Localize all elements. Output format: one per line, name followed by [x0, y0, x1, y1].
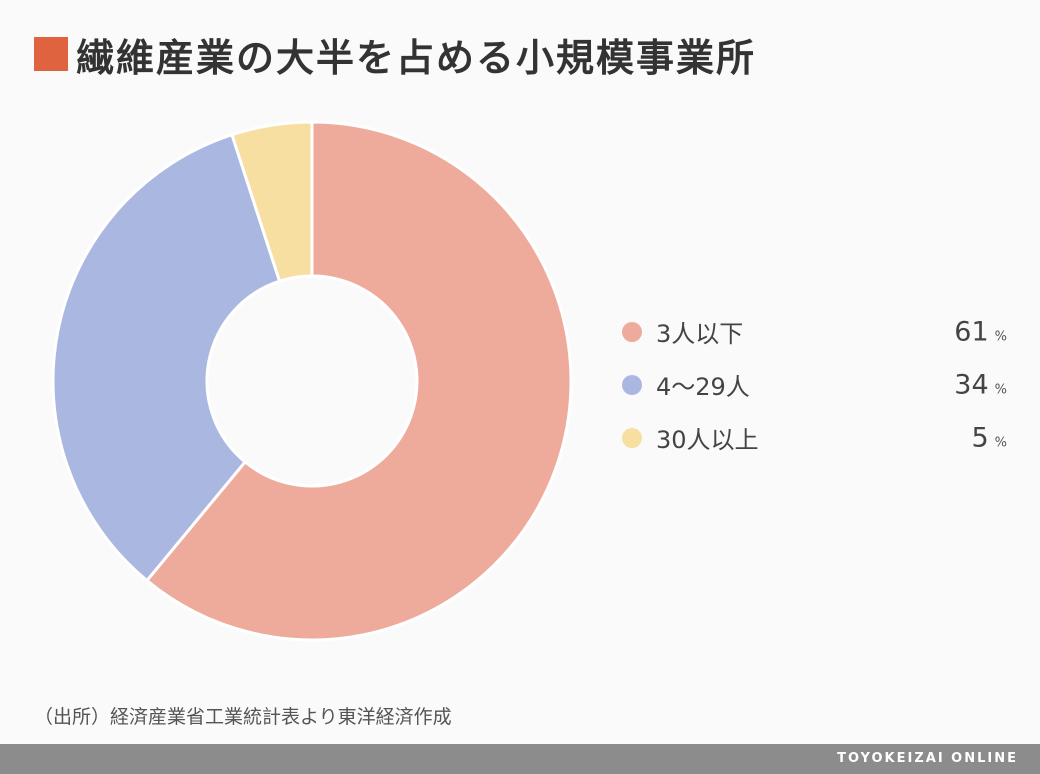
legend-value-number-1: 61 [954, 316, 989, 347]
footer-bar: TOYOKEIZAI ONLINE [0, 744, 1040, 774]
donut-slice-2 [51, 132, 282, 583]
legend-label-2: 4〜29人 [656, 373, 750, 401]
donut-slice-1 [144, 120, 573, 642]
legend-item-2: 4〜29人 34% [622, 358, 1007, 411]
brand-label: TOYOKEIZAI ONLINE [837, 751, 1018, 766]
legend-item-3: 30人以上 5% [622, 411, 1007, 464]
legend-value-unit-2: % [994, 382, 1007, 397]
title-marker-square [34, 37, 68, 71]
chart-title-row: 繊維産業の大半を占める小規模事業所 [34, 26, 756, 82]
legend-label-1: 3人以下 [656, 320, 744, 348]
legend-value-2: 34% [954, 369, 1007, 400]
legend-label-3: 30人以上 [656, 426, 759, 454]
legend-value-1: 61% [954, 316, 1007, 347]
source-note: （出所）経済産業省工業統計表より東洋経済作成 [34, 706, 452, 728]
donut-slice-3 [230, 120, 314, 284]
legend-value-unit-1: % [994, 329, 1007, 344]
chart-title: 繊維産業の大半を占める小規模事業所 [76, 35, 757, 80]
legend-value-unit-3: % [994, 435, 1007, 450]
legend-swatch-2 [622, 374, 642, 395]
legend-item-1: 3人以下 61% [622, 305, 1007, 358]
legend-swatch-1 [622, 321, 642, 342]
legend-value-number-3: 5 [971, 422, 989, 453]
chart-legend: 3人以下 61% 4〜29人 34% 30人以上 5% [622, 305, 1007, 464]
legend-value-number-2: 34 [954, 369, 989, 400]
legend-value-3: 5% [971, 422, 1007, 453]
legend-swatch-3 [622, 427, 642, 448]
